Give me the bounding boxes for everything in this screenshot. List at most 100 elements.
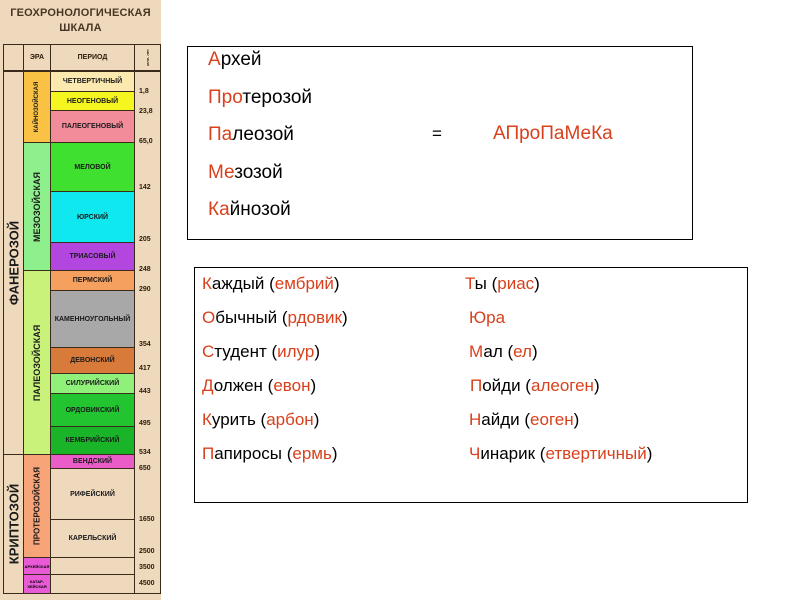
mn-period: ел: [513, 342, 532, 361]
eon-cryptozoic-label: КРИПТОЗОЙ: [6, 483, 21, 565]
eon-phanerozoic-label: ФАНЕРОЗОЙ: [6, 220, 21, 306]
scale-title: ГЕОХРОНОЛОГИЧЕСКАЯ ШКАЛА: [0, 6, 161, 36]
mn-close: ): [593, 376, 600, 395]
era-proterozoic-label: ПРОТЕРОЗОЙСКАЯ: [32, 467, 42, 545]
era-line-archean: Архей: [208, 49, 262, 71]
mn-period: алеоген: [530, 376, 594, 395]
age-label: 205: [139, 236, 151, 243]
period-jurassic: ЮРСКИЙ: [50, 191, 135, 243]
period-catarchean-blank: [50, 574, 135, 594]
era-rest: йнозой: [229, 199, 291, 220]
era-line-paleozoic: Палеозой: [208, 124, 294, 146]
era-mesozoic-label: МЕЗОЗОЙСКАЯ: [32, 171, 42, 242]
mn-rest: ойди (: [482, 376, 531, 395]
mn-period: арбон: [266, 410, 314, 429]
age-label: 3500: [139, 564, 155, 571]
mn-rest: ы (: [474, 274, 498, 293]
scale-grid: ЭРА ПЕРИОД млн. лет ФАНЕРОЗОЙ КРИПТОЗОЙ …: [3, 44, 161, 594]
mnemonic-right-2: Юра: [469, 308, 505, 328]
mn-rest: бычный (: [215, 308, 288, 327]
mnemonic-left-1: Каждый (ембрий): [202, 274, 340, 294]
period-triassic: ТРИАСОВЫЙ: [50, 242, 135, 271]
geochronological-scale: ГЕОХРОНОЛОГИЧЕСКАЯ ШКАЛА ЭРА ПЕРИОД млн.…: [0, 0, 161, 600]
era-initial: Ка: [208, 199, 230, 220]
mnemonic-left-4: Должен (евон): [202, 376, 316, 396]
mnemonic-left-2: Обычный (рдовик): [202, 308, 348, 328]
mn-first: Д: [202, 376, 214, 395]
mn-first: Юра: [469, 308, 506, 327]
mn-period: еоген: [530, 410, 574, 429]
mn-rest: тудент (: [214, 342, 278, 361]
era-rest: леозой: [232, 124, 294, 145]
mn-rest: инарик (: [480, 444, 546, 463]
period-cambrian: КЕМБРИЙСКИЙ: [50, 426, 135, 455]
mn-close: ): [341, 308, 348, 327]
eon-cryptozoic: КРИПТОЗОЙ: [3, 454, 24, 594]
period-cretaceous: МЕЛОВОЙ: [50, 142, 135, 192]
mn-close: ): [313, 410, 320, 429]
mn-first: Ч: [469, 444, 481, 463]
mn-period: евон: [273, 376, 311, 395]
period-vendian: ВЕНДСКИЙ: [50, 454, 135, 469]
age-label: 354: [139, 341, 151, 348]
era-mesozoic: МЕЗОЗОЙСКАЯ: [23, 142, 51, 271]
age-label: 1650: [139, 516, 155, 523]
mn-period: риас: [497, 274, 535, 293]
era-rest: рхей: [220, 49, 262, 70]
age-label: 23,8: [139, 108, 153, 115]
era-line-cenozoic: Кайнозой: [208, 199, 291, 221]
mnemonic-left-6: Папиросы (ермь): [202, 444, 338, 464]
period-karelian: КАРЕЛЬСКИЙ: [50, 519, 135, 558]
scale-title-line1: ГЕОХРОНОЛОГИЧЕСКАЯ: [10, 7, 151, 19]
mn-rest: айди (: [481, 410, 531, 429]
age-label: 495: [139, 420, 151, 427]
period-permian: ПЕРМСКИЙ: [50, 270, 135, 291]
mn-first: Н: [469, 410, 482, 429]
mnemonic-right-4: Пойди (алеоген): [470, 376, 600, 396]
age-label: 142: [139, 184, 151, 191]
period-quaternary: ЧЕТВЕРТИЧНЫЙ: [50, 71, 135, 92]
mn-close: ): [534, 274, 540, 293]
header-period: ПЕРИОД: [50, 44, 135, 71]
mnemonic-box: Каждый (ембрий) Обычный (рдовик) Студент…: [194, 267, 748, 503]
era-proterozoic: ПРОТЕРОЗОЙСКАЯ: [23, 454, 51, 558]
period-devonian: ДЕВОНСКИЙ: [50, 347, 135, 374]
mn-first: Т: [465, 274, 475, 293]
era-cenozoic-label: КАЙНОЗОЙСКАЯ: [34, 81, 40, 133]
mn-first: К: [202, 274, 212, 293]
eras-box: Архей Протерозой Палеозой Мезозой Кайноз…: [187, 46, 693, 240]
mnemonic-left-3: Студент (илур): [202, 342, 320, 362]
scale-title-line2: ШКАЛА: [59, 22, 102, 34]
era-paleozoic-label: ПАЛЕОЗОЙСКАЯ: [32, 324, 42, 401]
era-cenozoic: КАЙНОЗОЙСКАЯ: [23, 71, 51, 143]
mn-first: М: [469, 342, 484, 361]
mn-period: ембрий: [274, 274, 334, 293]
age-label: 290: [139, 286, 151, 293]
period-paleogene: ПАЛЕОГЕНОВЫЙ: [50, 110, 135, 143]
mn-close: ): [531, 342, 538, 361]
mn-period: рдовик: [287, 308, 342, 327]
header-eon: [3, 44, 24, 71]
mn-first: П: [202, 444, 215, 463]
eon-phanerozoic: ФАНЕРОЗОЙ: [3, 71, 24, 455]
era-initial: Про: [208, 87, 243, 108]
mn-rest: апиросы (: [214, 444, 293, 463]
era-initial: Ме: [208, 162, 235, 183]
period-neogene: НЕОГЕНОВЫЙ: [50, 91, 135, 111]
mn-rest: аждый (: [211, 274, 275, 293]
age-label: 2500: [139, 548, 155, 555]
mn-rest: ал (: [483, 342, 514, 361]
age-label: 443: [139, 388, 151, 395]
age-label: 417: [139, 365, 151, 372]
age-label: 1,8: [139, 88, 149, 95]
period-silurian: СИЛУРИЙСКИЙ: [50, 373, 135, 394]
age-label: 4500: [139, 580, 155, 587]
mn-close: ): [573, 410, 580, 429]
mn-rest: урить (: [211, 410, 267, 429]
mn-rest: олжен (: [213, 376, 274, 395]
age-column: [134, 71, 161, 594]
mn-close: ): [310, 376, 317, 395]
age-label: 248: [139, 266, 151, 273]
header-age-label: млн. лет: [144, 49, 150, 66]
age-label: 65,0: [139, 138, 153, 145]
